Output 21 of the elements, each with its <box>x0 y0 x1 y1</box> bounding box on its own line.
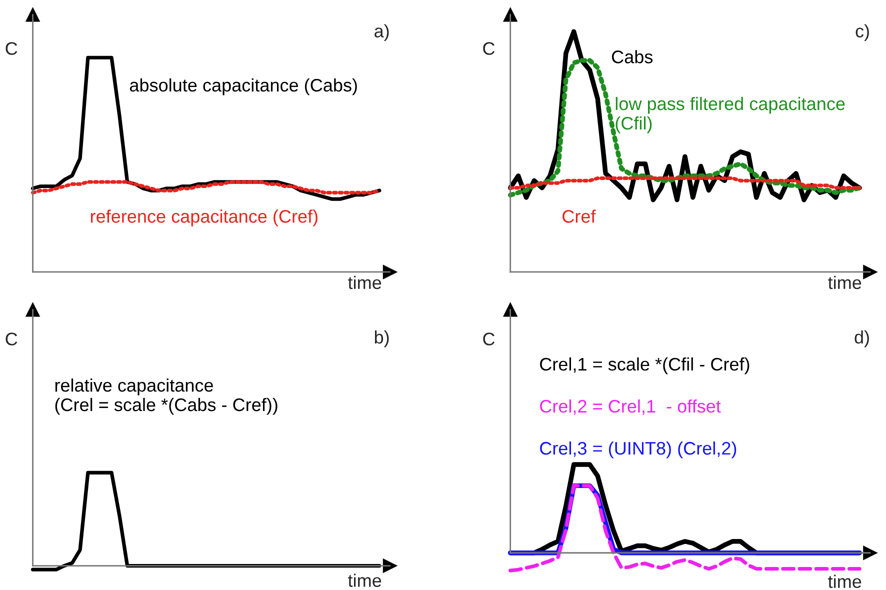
series-label: absolute capacitance (Cabs) <box>130 78 357 96</box>
y-axis-title: C <box>6 42 18 55</box>
chart-title: b) <box>374 330 389 348</box>
y-axis-title: C <box>483 332 495 346</box>
chart-title: c) <box>856 24 869 42</box>
chart-title: d) <box>854 330 869 348</box>
x-axis-title: time <box>348 574 382 587</box>
text: relative capacitance (Crel = scale *(Cabs - Cref)) <box>55 378 278 415</box>
chart-title: a) <box>374 24 389 42</box>
series-label: reference capacitance (Cref) <box>90 210 318 226</box>
series-label: low pass filtered capacitance (Cfil) <box>616 96 845 134</box>
series-label: Cref <box>562 210 596 223</box>
y-axis-title: C <box>483 42 495 55</box>
y-axis-title: C <box>6 332 18 346</box>
x-axis-title: time <box>828 276 862 290</box>
text: Crel,1 = scale *(Cfil - Cref) <box>540 357 750 374</box>
text: Crel,3 = (UINT8) (Crel,2) <box>540 441 736 458</box>
series-label: Cabs <box>612 50 653 64</box>
x-axis-title: time <box>828 574 862 588</box>
x-axis-title: time <box>348 276 382 290</box>
text: Crel,2 = Crel,1 - offset <box>540 399 721 415</box>
